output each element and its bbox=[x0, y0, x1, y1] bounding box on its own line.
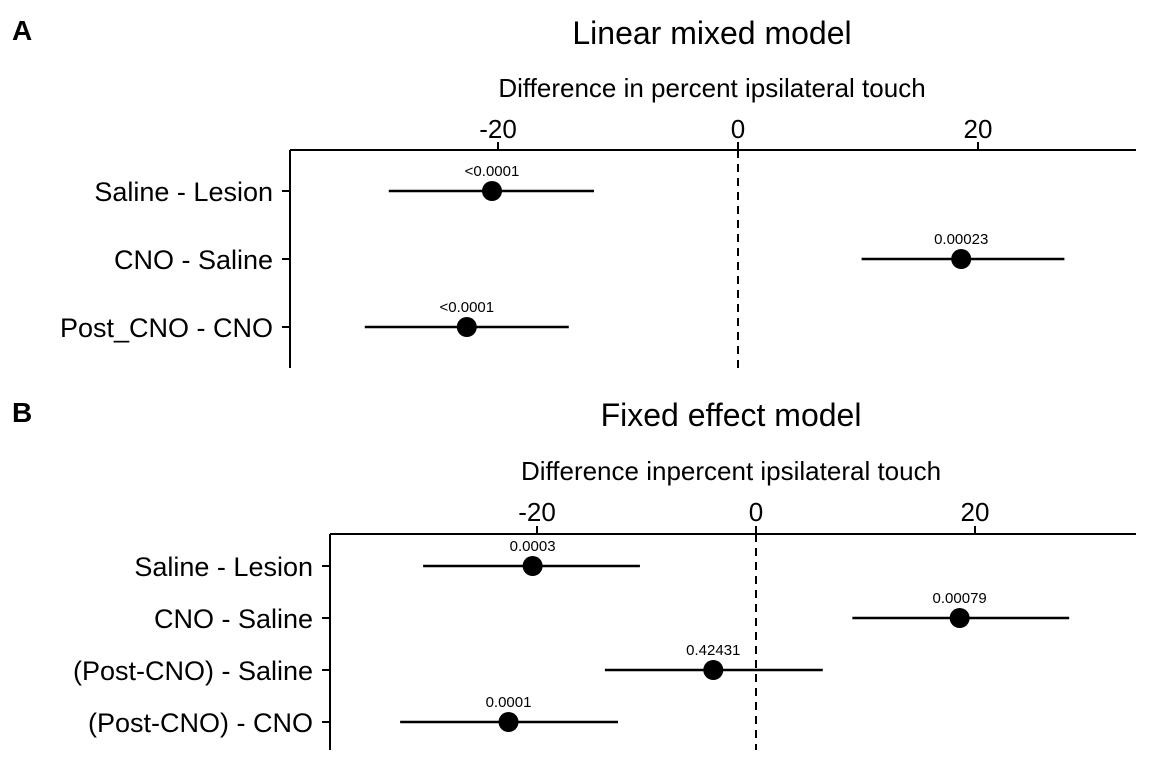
x-tick-label: 20 bbox=[964, 114, 993, 144]
p-value-label: 0.42431 bbox=[686, 642, 740, 659]
category-label: CNO - Saline bbox=[154, 604, 313, 634]
p-value-label: <0.0001 bbox=[465, 163, 520, 180]
panel-letter: A bbox=[12, 15, 32, 46]
estimate-point bbox=[951, 249, 972, 269]
category-label: CNO - Saline bbox=[114, 245, 273, 275]
panel-letter: B bbox=[12, 397, 32, 428]
x-tick-label: -20 bbox=[479, 114, 517, 144]
x-axis-label: Difference in percent ipsilateral touch bbox=[498, 73, 925, 103]
p-value-label: 0.00023 bbox=[934, 231, 988, 248]
chart-title: Fixed effect model bbox=[601, 397, 862, 433]
x-tick-label: 0 bbox=[731, 114, 745, 144]
estimate-point bbox=[456, 317, 477, 337]
estimate-point bbox=[482, 181, 502, 201]
chart-title: Linear mixed model bbox=[572, 15, 851, 51]
p-value-label: <0.0001 bbox=[439, 299, 494, 316]
estimate-point bbox=[498, 712, 519, 732]
x-tick-label: 20 bbox=[961, 497, 990, 527]
estimate-point bbox=[522, 556, 543, 576]
category-label: (Post-CNO) - CNO bbox=[88, 708, 313, 738]
category-label: (Post-CNO) - Saline bbox=[73, 656, 313, 686]
category-label: Saline - Lesion bbox=[94, 177, 273, 207]
p-value-label: 0.0003 bbox=[510, 538, 556, 555]
x-tick-label: 0 bbox=[749, 497, 763, 527]
estimate-point bbox=[949, 608, 970, 628]
p-value-label: 0.00079 bbox=[933, 590, 987, 607]
p-value-label: 0.0001 bbox=[486, 694, 532, 711]
category-label: Saline - Lesion bbox=[134, 552, 313, 582]
x-axis-label: Difference inpercent ipsilateral touch bbox=[521, 456, 941, 486]
x-tick-label: -20 bbox=[518, 497, 556, 527]
category-label: Post_CNO - CNO bbox=[60, 313, 273, 343]
estimate-point bbox=[703, 660, 724, 680]
